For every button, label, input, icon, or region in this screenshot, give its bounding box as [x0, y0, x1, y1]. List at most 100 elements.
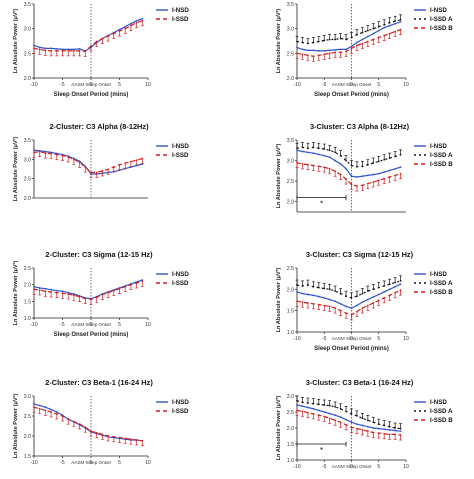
data-point — [377, 432, 380, 435]
data-point — [350, 426, 353, 429]
data-point — [350, 45, 353, 48]
y-tick-label: 1.5 — [287, 442, 294, 448]
data-point — [388, 157, 391, 160]
data-point — [377, 25, 380, 28]
data-point — [372, 162, 375, 164]
x-tick-label: 5 — [377, 464, 380, 470]
data-point — [55, 153, 58, 156]
sleep-onset-label: AASM Sleep Onset — [71, 82, 111, 87]
x-tick-label: 10 — [145, 82, 151, 88]
data-point — [296, 409, 298, 412]
data-point — [61, 48, 64, 51]
x-tick-label: 5 — [118, 322, 121, 328]
data-point — [84, 426, 87, 429]
data-point — [323, 148, 326, 150]
data-point — [350, 296, 353, 299]
data-point — [323, 411, 326, 413]
data-point — [301, 405, 304, 408]
data-point — [312, 407, 315, 410]
legend-label: I-NSD — [172, 271, 189, 278]
data-point — [301, 53, 304, 56]
data-point — [323, 154, 326, 157]
data-point — [55, 291, 58, 294]
series-group — [296, 149, 402, 178]
data-point — [78, 423, 81, 425]
legend-label: I-SSD A — [430, 152, 453, 159]
data-point — [323, 296, 326, 299]
data-point — [388, 429, 391, 431]
data-point — [307, 54, 309, 57]
series-line — [296, 146, 401, 168]
y-tick-label: 2.5 — [287, 179, 294, 185]
data-point — [312, 41, 315, 44]
x-tick-label: -5 — [60, 82, 65, 88]
data-point — [307, 302, 309, 304]
data-point — [296, 149, 298, 152]
data-point — [383, 34, 386, 37]
y-axis-label: Ln Absolute Power (μV²) — [12, 393, 19, 458]
data-point — [383, 428, 386, 431]
data-point — [366, 430, 369, 433]
data-point — [95, 40, 98, 43]
data-point — [350, 413, 353, 415]
data-point — [38, 407, 41, 410]
series-line — [33, 279, 143, 300]
series-line — [296, 409, 401, 436]
data-point — [50, 411, 52, 413]
chart-title: 2-Cluster: C3 Alpha (8-12Hz) — [49, 122, 149, 131]
y-tick-label: 2.0 — [287, 426, 294, 432]
data-point — [394, 20, 396, 23]
data-point — [334, 414, 337, 417]
data-point — [377, 423, 380, 426]
data-point — [44, 150, 47, 153]
data-point — [350, 175, 353, 178]
x-tick-label: 10 — [403, 464, 409, 470]
data-point — [107, 35, 109, 37]
chart-panel: 3-Cluster: C3 Beta-1 (16-24 Hz) 1.0 1.5 2.0… — [275, 378, 453, 470]
x-tick-label: 5 — [118, 82, 121, 88]
data-point — [141, 279, 144, 281]
data-point — [345, 38, 347, 41]
y-tick-label: 2.5 — [287, 410, 294, 416]
data-point — [124, 285, 127, 288]
data-point — [345, 50, 347, 53]
data-point — [323, 415, 326, 418]
series-group — [32, 19, 144, 57]
y-tick-label: 2.0 — [24, 434, 31, 440]
y-tick-label: 1.5 — [287, 309, 294, 315]
significance-star: * — [320, 200, 323, 209]
data-point — [361, 38, 364, 41]
data-point — [301, 41, 304, 44]
data-point — [361, 184, 364, 187]
data-point — [141, 439, 144, 442]
x-axis-label: Sleep Onset Period (mins) — [54, 92, 129, 98]
chart-title: 3-Cluster: C3 Beta-1 (16-24 Hz) — [306, 378, 414, 387]
sleep-onset-label: AASM Sleep Onset — [71, 460, 111, 465]
data-point — [350, 164, 353, 167]
data-point — [130, 283, 132, 286]
chart-title: 2-Cluster: C3 Sigma (12-15 Hz) — [45, 250, 153, 259]
data-point — [301, 48, 304, 51]
legend-label: I-NSD — [430, 7, 447, 14]
data-point — [118, 163, 121, 166]
data-point — [107, 435, 109, 437]
legend-label: I-NSD — [172, 399, 189, 406]
chart-title: 3-Cluster: C3 Sigma (12-15 Hz) — [306, 250, 414, 259]
data-point — [377, 179, 380, 182]
series-line — [296, 280, 401, 299]
data-point — [301, 401, 304, 404]
y-tick-label: 1.5 — [24, 299, 31, 305]
data-point — [399, 430, 402, 433]
data-point — [356, 310, 358, 313]
data-point — [394, 155, 396, 158]
data-point — [67, 293, 70, 295]
data-point — [296, 284, 298, 286]
data-point — [361, 175, 364, 178]
data-point — [350, 314, 353, 316]
y-axis-label: Ln Absolute Power (μV²) — [275, 267, 282, 332]
data-point — [130, 438, 132, 441]
series-group — [296, 20, 402, 52]
y-tick-label: 1.0 — [24, 316, 31, 322]
chart-title: 2-Cluster: C3 Beta-1 (16-24 Hz) — [45, 378, 153, 387]
data-point — [345, 418, 347, 421]
